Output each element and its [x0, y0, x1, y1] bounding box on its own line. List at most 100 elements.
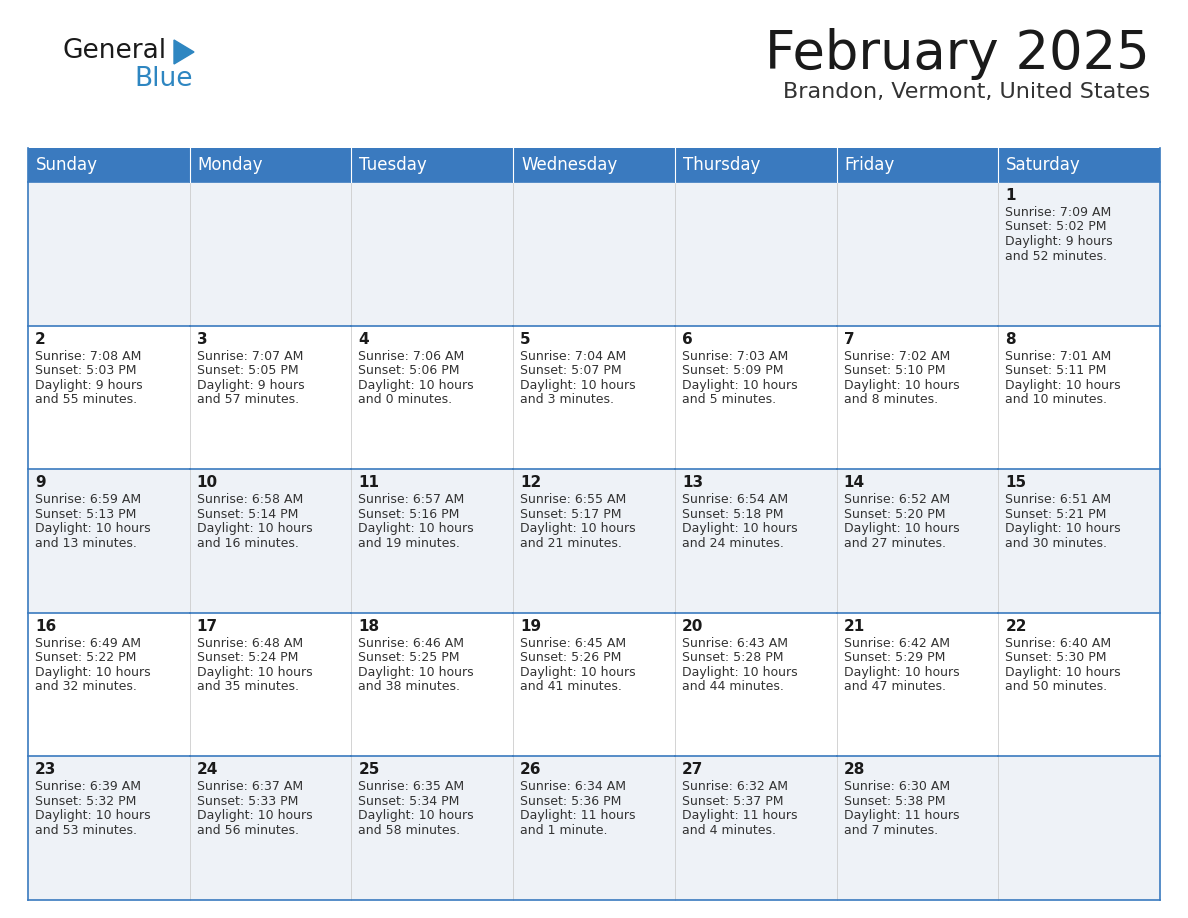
Text: and 56 minutes.: and 56 minutes. [197, 823, 298, 837]
Text: Sunset: 5:06 PM: Sunset: 5:06 PM [359, 364, 460, 377]
Text: Daylight: 10 hours: Daylight: 10 hours [1005, 378, 1121, 392]
Bar [998, 182, 1159, 326]
Text: Daylight: 10 hours: Daylight: 10 hours [682, 378, 797, 392]
Bar [998, 756, 1159, 900]
Bar [352, 326, 513, 469]
Text: and 5 minutes.: and 5 minutes. [682, 393, 776, 406]
Text: and 52 minutes.: and 52 minutes. [1005, 250, 1107, 263]
Text: 7: 7 [843, 331, 854, 347]
Text: Sunrise: 6:57 AM: Sunrise: 6:57 AM [359, 493, 465, 506]
Text: 2: 2 [34, 331, 46, 347]
Bar [675, 469, 836, 613]
Text: 8: 8 [1005, 331, 1016, 347]
Text: and 7 minutes.: and 7 minutes. [843, 823, 937, 837]
Text: Sunset: 5:25 PM: Sunset: 5:25 PM [359, 651, 460, 665]
Text: Sunrise: 6:49 AM: Sunrise: 6:49 AM [34, 637, 141, 650]
Text: Sunrise: 7:08 AM: Sunrise: 7:08 AM [34, 350, 141, 363]
Text: Sunrise: 6:34 AM: Sunrise: 6:34 AM [520, 780, 626, 793]
Text: and 16 minutes.: and 16 minutes. [197, 537, 298, 550]
Text: and 1 minute.: and 1 minute. [520, 823, 607, 837]
Text: Sunset: 5:29 PM: Sunset: 5:29 PM [843, 651, 944, 665]
Text: and 19 minutes.: and 19 minutes. [359, 537, 460, 550]
Bar [675, 326, 836, 469]
Text: Daylight: 10 hours: Daylight: 10 hours [1005, 666, 1121, 678]
Bar [29, 148, 190, 182]
Text: Friday: Friday [845, 156, 895, 174]
Bar [190, 148, 352, 182]
Text: and 38 minutes.: and 38 minutes. [359, 680, 461, 693]
Text: Sunday: Sunday [36, 156, 97, 174]
Text: and 58 minutes.: and 58 minutes. [359, 823, 461, 837]
Text: Sunset: 5:18 PM: Sunset: 5:18 PM [682, 508, 783, 521]
Bar [190, 326, 352, 469]
Text: and 3 minutes.: and 3 minutes. [520, 393, 614, 406]
Text: Sunrise: 6:54 AM: Sunrise: 6:54 AM [682, 493, 788, 506]
Text: Sunrise: 7:01 AM: Sunrise: 7:01 AM [1005, 350, 1112, 363]
Text: Daylight: 11 hours: Daylight: 11 hours [520, 810, 636, 823]
Text: 14: 14 [843, 476, 865, 490]
Text: 16: 16 [34, 619, 56, 633]
Text: Sunrise: 6:40 AM: Sunrise: 6:40 AM [1005, 637, 1112, 650]
Text: Blue: Blue [134, 66, 192, 92]
Text: Daylight: 10 hours: Daylight: 10 hours [682, 522, 797, 535]
Text: Daylight: 11 hours: Daylight: 11 hours [843, 810, 959, 823]
Text: Sunrise: 6:51 AM: Sunrise: 6:51 AM [1005, 493, 1112, 506]
Bar [352, 469, 513, 613]
Text: 6: 6 [682, 331, 693, 347]
Text: and 50 minutes.: and 50 minutes. [1005, 680, 1107, 693]
Text: Daylight: 10 hours: Daylight: 10 hours [520, 666, 636, 678]
Text: Sunrise: 6:55 AM: Sunrise: 6:55 AM [520, 493, 626, 506]
Bar [836, 613, 998, 756]
Text: and 24 minutes.: and 24 minutes. [682, 537, 784, 550]
Text: and 10 minutes.: and 10 minutes. [1005, 393, 1107, 406]
Text: and 57 minutes.: and 57 minutes. [197, 393, 299, 406]
Text: Daylight: 10 hours: Daylight: 10 hours [359, 378, 474, 392]
Text: Sunset: 5:37 PM: Sunset: 5:37 PM [682, 795, 783, 808]
Text: Sunrise: 6:30 AM: Sunrise: 6:30 AM [843, 780, 949, 793]
Text: Sunrise: 6:46 AM: Sunrise: 6:46 AM [359, 637, 465, 650]
Text: and 32 minutes.: and 32 minutes. [34, 680, 137, 693]
Bar [836, 756, 998, 900]
Text: 28: 28 [843, 763, 865, 778]
Text: Sunrise: 6:39 AM: Sunrise: 6:39 AM [34, 780, 141, 793]
Text: and 47 minutes.: and 47 minutes. [843, 680, 946, 693]
Text: Daylight: 9 hours: Daylight: 9 hours [1005, 235, 1113, 248]
Text: Daylight: 10 hours: Daylight: 10 hours [520, 378, 636, 392]
Text: 27: 27 [682, 763, 703, 778]
Text: Sunset: 5:26 PM: Sunset: 5:26 PM [520, 651, 621, 665]
Text: Daylight: 9 hours: Daylight: 9 hours [34, 378, 143, 392]
Text: Sunset: 5:21 PM: Sunset: 5:21 PM [1005, 508, 1107, 521]
Bar [836, 148, 998, 182]
Bar [998, 613, 1159, 756]
Bar [29, 469, 190, 613]
Bar [190, 469, 352, 613]
Text: Sunrise: 7:07 AM: Sunrise: 7:07 AM [197, 350, 303, 363]
Text: Sunset: 5:36 PM: Sunset: 5:36 PM [520, 795, 621, 808]
Text: Daylight: 10 hours: Daylight: 10 hours [843, 522, 959, 535]
Text: Sunrise: 6:45 AM: Sunrise: 6:45 AM [520, 637, 626, 650]
Text: and 0 minutes.: and 0 minutes. [359, 393, 453, 406]
Text: 26: 26 [520, 763, 542, 778]
Text: Daylight: 10 hours: Daylight: 10 hours [843, 378, 959, 392]
Text: 10: 10 [197, 476, 217, 490]
Text: Daylight: 11 hours: Daylight: 11 hours [682, 810, 797, 823]
Text: Sunset: 5:34 PM: Sunset: 5:34 PM [359, 795, 460, 808]
Text: Sunrise: 7:04 AM: Sunrise: 7:04 AM [520, 350, 626, 363]
Text: Wednesday: Wednesday [522, 156, 618, 174]
Text: 3: 3 [197, 331, 208, 347]
Bar [190, 182, 352, 326]
Bar [513, 326, 675, 469]
Text: and 55 minutes.: and 55 minutes. [34, 393, 137, 406]
Text: 1: 1 [1005, 188, 1016, 203]
Text: Sunset: 5:38 PM: Sunset: 5:38 PM [843, 795, 946, 808]
Text: 24: 24 [197, 763, 219, 778]
Text: Daylight: 10 hours: Daylight: 10 hours [197, 666, 312, 678]
Text: 18: 18 [359, 619, 379, 633]
Text: and 4 minutes.: and 4 minutes. [682, 823, 776, 837]
Text: and 41 minutes.: and 41 minutes. [520, 680, 623, 693]
Text: Monday: Monday [197, 156, 264, 174]
Text: 22: 22 [1005, 619, 1026, 633]
Text: 23: 23 [34, 763, 56, 778]
Text: and 30 minutes.: and 30 minutes. [1005, 537, 1107, 550]
Text: Sunset: 5:17 PM: Sunset: 5:17 PM [520, 508, 621, 521]
